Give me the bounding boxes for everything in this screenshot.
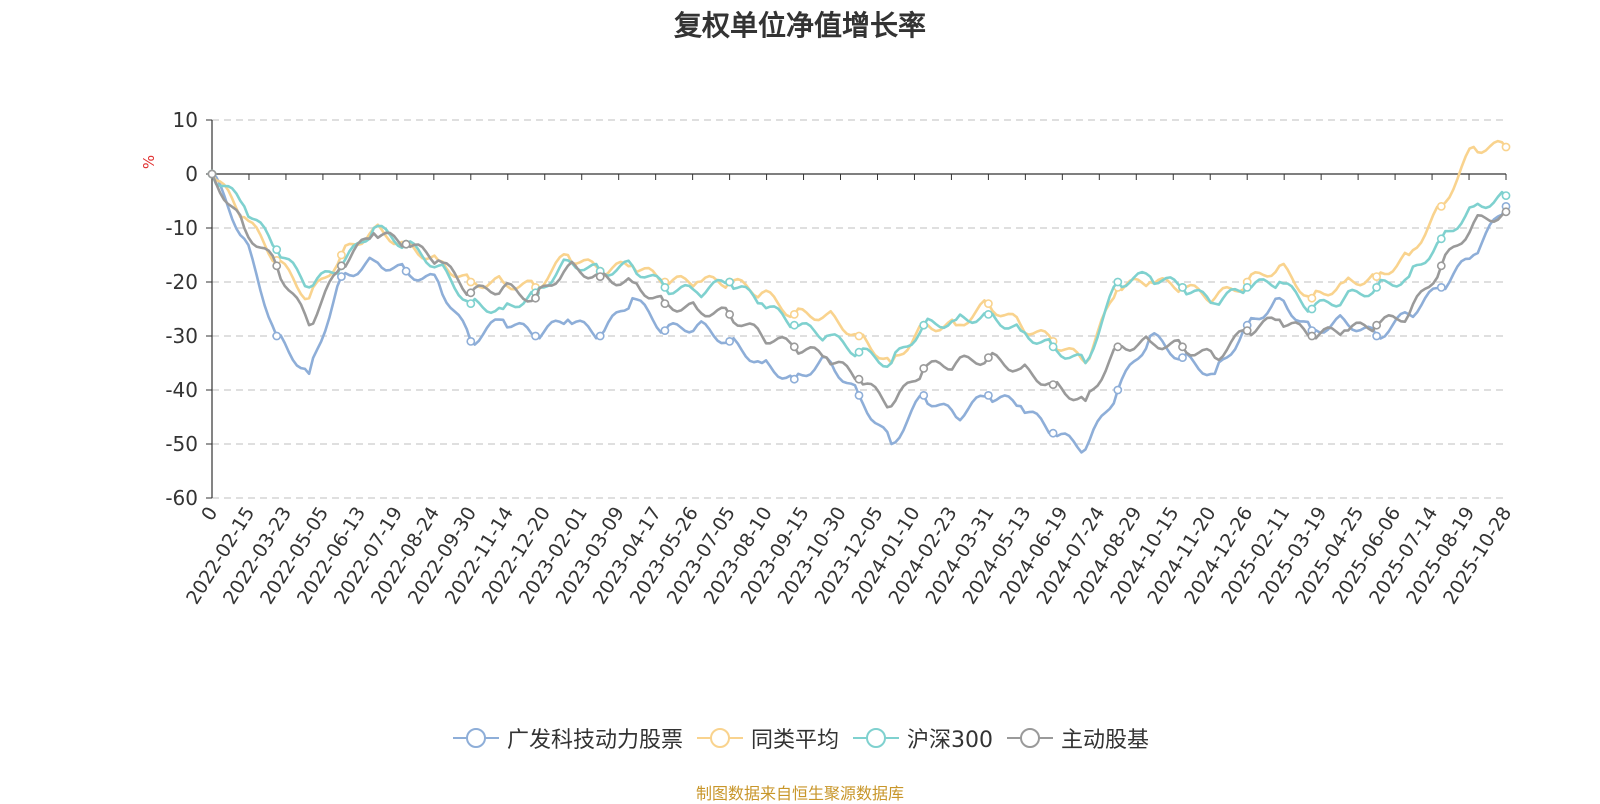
series-0-point[interactable] (336, 272, 346, 281)
y-tick-label: -30 (165, 324, 198, 348)
series-3-point[interactable] (1242, 326, 1252, 335)
series-1-point[interactable] (789, 309, 799, 319)
y-tick-label: -20 (165, 270, 198, 294)
series-0-point[interactable] (1113, 385, 1123, 395)
legend-item-2[interactable]: 沪深300 (851, 722, 993, 754)
series-1-point[interactable] (984, 299, 993, 308)
series-0-point[interactable] (466, 336, 476, 346)
legend-item-3[interactable]: 主动股基 (1005, 722, 1149, 754)
series-2-point[interactable] (1048, 342, 1058, 352)
series-layer (207, 139, 1511, 454)
series-0-point[interactable] (984, 390, 993, 400)
series-3-point[interactable] (1372, 320, 1381, 330)
y-tick-label: -50 (165, 432, 198, 456)
data-source-footer: 制图数据来自恒生聚源数据库 (695, 784, 904, 803)
legend-label: 广发科技动力股票 (506, 728, 683, 753)
series-1-point[interactable] (854, 331, 864, 341)
legend-item-0[interactable]: 广发科技动力股票 (451, 722, 683, 754)
series-0-point[interactable] (919, 390, 929, 400)
series-0-point[interactable] (1178, 353, 1187, 362)
series-3-point[interactable] (1307, 331, 1317, 341)
line-chart: 100-10-20-30-40-50-6002022-02-152022-03-… (140, 108, 1516, 608)
legend-label: 沪深300 (907, 728, 993, 753)
y-axis-unit-label: % (140, 155, 158, 169)
y-tick-label: 0 (185, 162, 198, 186)
series-2-point[interactable] (660, 282, 670, 292)
series-0-point[interactable] (854, 390, 864, 400)
series-2-point[interactable] (1178, 282, 1187, 292)
series-3-point[interactable] (595, 272, 605, 281)
series-2-point[interactable] (1113, 277, 1123, 287)
series-0-point[interactable] (272, 331, 282, 341)
series-3-point[interactable] (401, 239, 411, 249)
series-0-point[interactable] (401, 266, 411, 276)
y-tick-label: -10 (165, 216, 198, 240)
y-tick-label: -60 (165, 486, 198, 510)
chart-title: 复权单位净值增长率 (673, 9, 926, 42)
legend-label: 同类平均 (750, 728, 839, 753)
series-2-point[interactable] (1436, 234, 1446, 244)
legend: 广发科技动力股票 同类平均 沪深300 主动股基 (0, 722, 1600, 756)
series-3-point[interactable] (1178, 342, 1187, 352)
series-0-point[interactable] (531, 331, 540, 341)
series-0-point[interactable] (1372, 331, 1381, 341)
series-1-point[interactable] (1372, 272, 1381, 281)
series-1-point[interactable] (466, 277, 476, 287)
axis-layer: 100-10-20-30-40-50-6002022-02-152022-03-… (165, 108, 1516, 608)
series-3-point[interactable] (1501, 207, 1511, 217)
legend-swatch-icon (1007, 728, 1053, 748)
series-3-point[interactable] (466, 288, 476, 298)
series-3-point[interactable] (1113, 342, 1123, 352)
series-1-point[interactable] (1436, 201, 1446, 211)
series-2-point[interactable] (1372, 282, 1381, 292)
series-0-point[interactable] (789, 374, 799, 384)
series-2-point[interactable] (919, 320, 929, 330)
series-3-point[interactable] (531, 293, 540, 303)
series-1-point[interactable] (336, 250, 346, 260)
series-2-point[interactable] (272, 245, 282, 254)
series-2-point[interactable] (725, 277, 734, 287)
series-1-point[interactable] (1501, 142, 1511, 152)
series-line-3[interactable] (210, 173, 1507, 409)
series-2-point[interactable] (1501, 191, 1511, 200)
series-2-point[interactable] (984, 309, 993, 319)
series-3-point[interactable] (336, 261, 346, 271)
series-3-point[interactable] (660, 299, 670, 308)
y-tick-label: -40 (165, 378, 198, 402)
series-3-point[interactable] (1436, 261, 1446, 271)
series-3-point[interactable] (272, 261, 282, 271)
series-0-point[interactable] (725, 336, 734, 346)
legend-swatch-icon (853, 728, 899, 748)
series-2-point[interactable] (789, 320, 799, 330)
series-3-point[interactable] (789, 342, 799, 352)
series-3-point[interactable] (919, 363, 929, 373)
series-2-point[interactable] (466, 299, 476, 308)
series-0-point[interactable] (1436, 282, 1446, 292)
series-3-point[interactable] (1048, 380, 1058, 389)
series-3-point[interactable] (984, 353, 993, 362)
legend-item-1[interactable]: 同类平均 (695, 722, 839, 754)
series-3-point[interactable] (725, 309, 734, 319)
legend-swatch-icon (452, 728, 499, 748)
series-3-point[interactable] (207, 169, 217, 179)
x-tick-label: 0 (197, 503, 222, 525)
series-0-point[interactable] (595, 331, 605, 341)
series-2-point[interactable] (1242, 282, 1252, 292)
series-1-point[interactable] (1307, 293, 1317, 303)
legend-swatch-icon (696, 728, 743, 748)
series-2-point[interactable] (1307, 304, 1317, 314)
y-tick-label: 10 (173, 108, 198, 132)
legend-label: 主动股基 (1061, 728, 1150, 753)
series-3-point[interactable] (854, 374, 864, 384)
series-0-point[interactable] (1048, 428, 1058, 438)
series-0-point[interactable] (660, 326, 670, 335)
series-2-point[interactable] (854, 347, 864, 357)
